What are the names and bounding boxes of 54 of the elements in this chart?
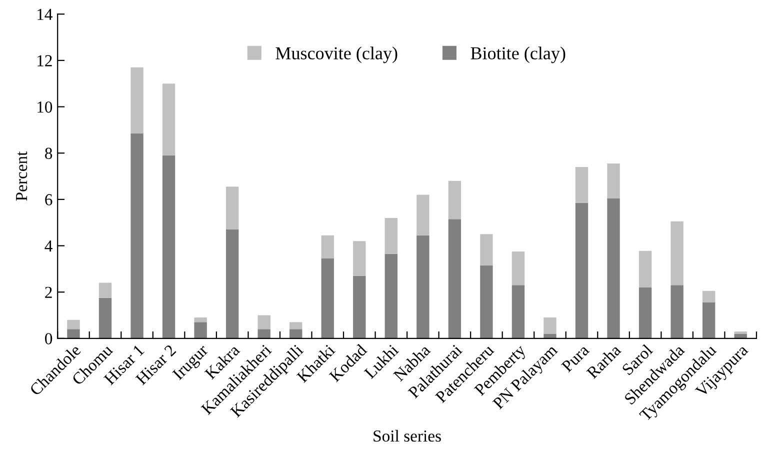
bar: [670, 221, 684, 286]
bar: [130, 133, 144, 338]
bar: [353, 241, 366, 276]
bar: [448, 180, 462, 220]
bar: [194, 318, 207, 322]
y-tick-label: 8: [45, 148, 52, 160]
x-axis-title: Soil series: [374, 430, 441, 442]
bar: [258, 329, 270, 338]
bar: [638, 250, 652, 288]
bar: [512, 252, 525, 286]
bar: [258, 315, 270, 330]
legend-label: Biotite (clay): [470, 46, 566, 64]
bar: [416, 194, 430, 236]
bar: [607, 164, 620, 198]
bar: [162, 84, 176, 156]
bar: [67, 329, 80, 338]
y-tick-label: 4: [44, 240, 52, 252]
bar: [416, 235, 430, 338]
bar: [67, 320, 80, 330]
bar: [353, 276, 366, 338]
bar: [194, 322, 207, 338]
bar: [607, 198, 620, 338]
bar: [734, 331, 747, 334]
bar: [480, 234, 493, 266]
bar: [480, 265, 493, 338]
bar: [638, 287, 652, 338]
bar: [226, 186, 239, 230]
y-tick-label: 12: [38, 55, 52, 66]
y-axis-title: Percent: [16, 151, 28, 201]
bar: [321, 235, 334, 258]
bar: [130, 67, 144, 134]
y-tick-label: 0: [45, 333, 52, 344]
bar: [290, 322, 302, 330]
bar: [290, 329, 302, 338]
y-tick-label: 10: [38, 101, 52, 113]
bar: [575, 202, 588, 338]
bar: [98, 298, 112, 338]
bar: [226, 230, 239, 338]
bar: [702, 302, 716, 338]
bar: [448, 219, 462, 338]
bar: [384, 254, 398, 338]
legend-label: Muscovite (clay): [276, 46, 398, 64]
bar: [512, 285, 525, 338]
bar: [321, 258, 334, 338]
bar: [98, 282, 112, 298]
y-tick-label: 2: [45, 286, 52, 298]
y-tick-label: 6: [45, 194, 52, 206]
bar: [162, 155, 176, 338]
bar: [575, 166, 588, 203]
bar: [544, 318, 556, 334]
bar: [702, 290, 716, 302]
y-tick-label: 14: [38, 8, 52, 20]
bar: [670, 285, 684, 338]
bar: [384, 218, 398, 254]
